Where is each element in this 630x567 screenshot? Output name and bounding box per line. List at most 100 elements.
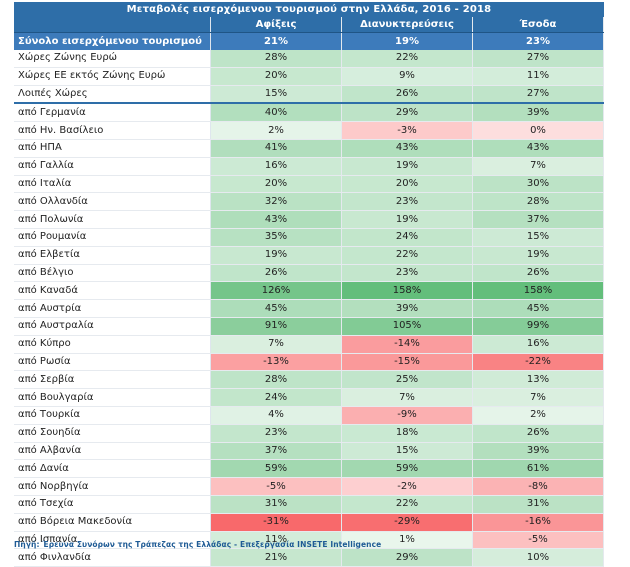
header-blank bbox=[14, 17, 211, 33]
cell-overnights: 9% bbox=[341, 67, 473, 86]
cell-arrivals: 23% bbox=[210, 424, 342, 443]
cell-overnights: -15% bbox=[341, 353, 473, 372]
row-label: από Ιταλία bbox=[14, 175, 211, 194]
cell-arrivals: 7% bbox=[210, 335, 342, 354]
cell-arrivals: 35% bbox=[210, 228, 342, 247]
cell-receipts: 30% bbox=[472, 175, 604, 194]
table-row: από Κύπρο 7% -14% 16% bbox=[14, 335, 604, 354]
cell-receipts: 10% bbox=[472, 548, 604, 567]
cell-overnights: -9% bbox=[341, 406, 473, 425]
table-body: Αφίξεις Διανυκτερεύσεις Έσοδα Σύνολο εισ… bbox=[14, 17, 604, 567]
table-row: από Ρωσία -13% -15% -22% bbox=[14, 353, 604, 372]
row-label: Χώρες Ζώνης Ευρώ bbox=[14, 50, 211, 68]
table-row: από Σερβία 28% 25% 13% bbox=[14, 370, 604, 390]
cell-receipts: 7% bbox=[472, 388, 604, 407]
table-row: Χώρες Ζώνης Ευρώ 28% 22% 27% bbox=[14, 50, 604, 68]
table-row: από Αυστραλία 91% 105% 99% bbox=[14, 317, 604, 336]
table-row: από Ολλανδία 32% 23% 28% bbox=[14, 192, 604, 212]
row-label: από Νορβηγία bbox=[14, 477, 211, 496]
cell-arrivals: 126% bbox=[210, 281, 342, 301]
data-table: Αφίξεις Διανυκτερεύσεις Έσοδα Σύνολο εισ… bbox=[14, 17, 604, 567]
table-row: από Φινλανδία 21% 29% 10% bbox=[14, 548, 604, 567]
cell-receipts: 0% bbox=[472, 121, 604, 140]
cell-overnights: 1% bbox=[341, 531, 473, 550]
cell-receipts: 39% bbox=[472, 103, 604, 123]
cell-overnights: 39% bbox=[341, 299, 473, 318]
table-row: από Βέλγιο 26% 23% 26% bbox=[14, 264, 604, 283]
cell-receipts: -22% bbox=[472, 353, 604, 372]
cell-arrivals: 24% bbox=[210, 388, 342, 407]
cell-receipts: 43% bbox=[472, 139, 604, 158]
cell-arrivals: 28% bbox=[210, 50, 342, 68]
cell-overnights: 24% bbox=[341, 228, 473, 247]
cell-receipts: 16% bbox=[472, 335, 604, 354]
table-row: από ΗΠΑ 41% 43% 43% bbox=[14, 139, 604, 158]
table-row: από Καναδά 126% 158% 158% bbox=[14, 281, 604, 301]
cell-overnights: 43% bbox=[341, 139, 473, 158]
total-receipts: 23% bbox=[472, 32, 604, 50]
cell-overnights: 158% bbox=[341, 281, 473, 301]
cell-receipts: 19% bbox=[472, 246, 604, 265]
table-row: Λοιπές Χώρες 15% 26% 27% bbox=[14, 85, 604, 105]
row-label: από Σουηδία bbox=[14, 424, 211, 443]
cell-overnights: 15% bbox=[341, 442, 473, 461]
cell-overnights: 23% bbox=[341, 264, 473, 283]
row-label: από ΗΠΑ bbox=[14, 139, 211, 158]
cell-arrivals: 41% bbox=[210, 139, 342, 158]
table-row: από Δανία 59% 59% 61% bbox=[14, 459, 604, 479]
cell-arrivals: -13% bbox=[210, 353, 342, 372]
cell-overnights: 29% bbox=[341, 548, 473, 567]
table-row: από Ην. Βασίλειο 2% -3% 0% bbox=[14, 121, 604, 140]
row-label: από Γερμανία bbox=[14, 103, 211, 123]
cell-receipts: 31% bbox=[472, 495, 604, 514]
table-row: από Νορβηγία -5% -2% -8% bbox=[14, 477, 604, 496]
cell-arrivals: -31% bbox=[210, 513, 342, 532]
cell-arrivals: 40% bbox=[210, 103, 342, 123]
row-label: από Τουρκία bbox=[14, 406, 211, 425]
cell-receipts: -8% bbox=[472, 477, 604, 496]
cell-overnights: -29% bbox=[341, 513, 473, 532]
row-label: από Ισπανία bbox=[14, 531, 211, 550]
cell-arrivals: 31% bbox=[210, 495, 342, 514]
table-row: από Γαλλία 16% 19% 7% bbox=[14, 157, 604, 176]
table-row: από Ρουμανία 35% 24% 15% bbox=[14, 228, 604, 247]
cell-arrivals: 43% bbox=[210, 210, 342, 229]
cell-overnights: 22% bbox=[341, 50, 473, 68]
row-label: από Ολλανδία bbox=[14, 192, 211, 212]
chart-title: Μεταβολές εισερχόμενου τουρισμού στην Ελ… bbox=[14, 2, 604, 17]
cell-receipts: 28% bbox=[472, 192, 604, 212]
row-label: από Βόρεια Μακεδονία bbox=[14, 513, 211, 532]
cell-overnights: 18% bbox=[341, 424, 473, 443]
cell-arrivals: -5% bbox=[210, 477, 342, 496]
cell-receipts: 99% bbox=[472, 317, 604, 336]
header-row: Αφίξεις Διανυκτερεύσεις Έσοδα bbox=[14, 17, 604, 33]
cell-arrivals: 37% bbox=[210, 442, 342, 461]
cell-arrivals: 21% bbox=[210, 548, 342, 567]
row-label: από Αυστρία bbox=[14, 299, 211, 318]
header-arrivals: Αφίξεις bbox=[210, 17, 342, 33]
table-row: από Ιταλία 20% 20% 30% bbox=[14, 175, 604, 194]
cell-overnights: 19% bbox=[341, 210, 473, 229]
cell-overnights: 22% bbox=[341, 495, 473, 514]
table-row: από Αυστρία 45% 39% 45% bbox=[14, 299, 604, 318]
header-overnights: Διανυκτερεύσεις bbox=[341, 17, 473, 33]
cell-overnights: 59% bbox=[341, 459, 473, 479]
cell-arrivals: 4% bbox=[210, 406, 342, 425]
table-row: από Τουρκία 4% -9% 2% bbox=[14, 406, 604, 425]
row-label: από Αλβανία bbox=[14, 442, 211, 461]
cell-arrivals: 32% bbox=[210, 192, 342, 212]
cell-receipts: 13% bbox=[472, 370, 604, 390]
table-row: από Βόρεια Μακεδονία -31% -29% -16% bbox=[14, 513, 604, 532]
table-row: από Γερμανία 40% 29% 39% bbox=[14, 103, 604, 123]
cell-arrivals: 26% bbox=[210, 264, 342, 283]
row-label: Χώρες ΕΕ εκτός Ζώνης Ευρώ bbox=[14, 67, 211, 86]
row-label: από Πολωνία bbox=[14, 210, 211, 229]
cell-arrivals: 91% bbox=[210, 317, 342, 336]
row-label: Λοιπές Χώρες bbox=[14, 85, 211, 105]
cell-receipts: 7% bbox=[472, 157, 604, 176]
cell-arrivals: 45% bbox=[210, 299, 342, 318]
table-row: από Ισπανία 11% 1% -5% bbox=[14, 531, 604, 550]
header-receipts: Έσοδα bbox=[472, 17, 604, 33]
row-label: από Ρωσία bbox=[14, 353, 211, 372]
cell-receipts: 26% bbox=[472, 264, 604, 283]
